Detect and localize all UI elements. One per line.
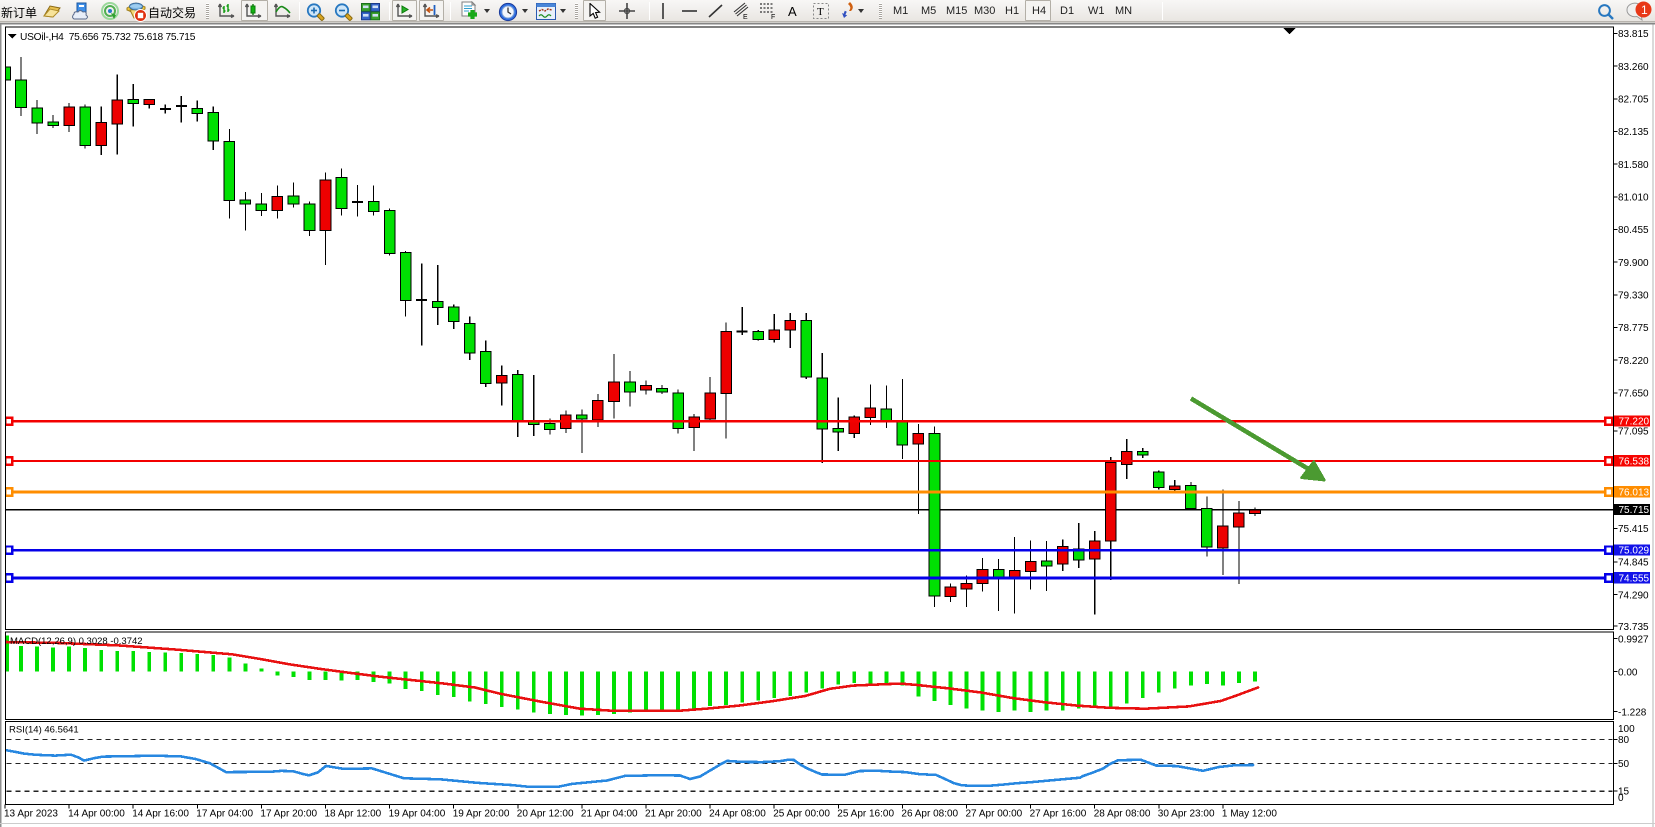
svg-text:77.095: 77.095 <box>1618 427 1649 438</box>
svg-text:24 Apr 08:00: 24 Apr 08:00 <box>709 809 766 820</box>
svg-text:81.010: 81.010 <box>1618 193 1649 204</box>
svg-text:80.455: 80.455 <box>1618 225 1649 236</box>
svg-text:25 Apr 16:00: 25 Apr 16:00 <box>837 809 894 820</box>
svg-text:E: E <box>743 14 748 20</box>
svg-text:26 Apr 08:00: 26 Apr 08:00 <box>901 809 958 820</box>
svg-text:T: T <box>817 6 824 18</box>
svg-text:73.735: 73.735 <box>1618 622 1649 633</box>
svg-text:27 Apr 16:00: 27 Apr 16:00 <box>1030 809 1087 820</box>
svg-text:-1.228: -1.228 <box>1618 707 1647 718</box>
svg-text:75.715: 75.715 <box>1619 505 1650 516</box>
svg-text:30 Apr 23:00: 30 Apr 23:00 <box>1158 809 1215 820</box>
svg-text:76.538: 76.538 <box>1619 456 1650 467</box>
svg-text:50: 50 <box>1618 759 1630 770</box>
svg-text:75.415: 75.415 <box>1618 524 1649 535</box>
svg-text:75.029: 75.029 <box>1619 546 1650 557</box>
svg-text:77.650: 77.650 <box>1618 389 1649 400</box>
svg-text:18 Apr 12:00: 18 Apr 12:00 <box>325 809 382 820</box>
svg-text:17 Apr 20:00: 17 Apr 20:00 <box>260 809 317 820</box>
svg-text:81.580: 81.580 <box>1618 160 1649 171</box>
svg-text:25 Apr 00:00: 25 Apr 00:00 <box>773 809 830 820</box>
svg-text:RSI(14) 46.5641: RSI(14) 46.5641 <box>9 725 79 736</box>
svg-text:21 Apr 20:00: 21 Apr 20:00 <box>645 809 702 820</box>
svg-text:83.260: 83.260 <box>1618 62 1649 73</box>
svg-text:19 Apr 20:00: 19 Apr 20:00 <box>453 809 510 820</box>
svg-text:1 May 12:00: 1 May 12:00 <box>1222 809 1277 820</box>
svg-text:USOil-,H4 75.656 75.732 75.61: USOil-,H4 75.656 75.732 75.618 75.715 <box>20 32 196 43</box>
svg-text:82.135: 82.135 <box>1618 127 1649 138</box>
svg-text:78.220: 78.220 <box>1618 356 1649 367</box>
svg-text:F: F <box>771 14 775 20</box>
svg-text:74.290: 74.290 <box>1618 590 1649 601</box>
svg-text:28 Apr 08:00: 28 Apr 08:00 <box>1094 809 1151 820</box>
svg-text:79.900: 79.900 <box>1618 258 1649 269</box>
svg-text:83.815: 83.815 <box>1618 29 1649 40</box>
svg-text:14 Apr 00:00: 14 Apr 00:00 <box>68 809 125 820</box>
svg-text:21 Apr 04:00: 21 Apr 04:00 <box>581 809 638 820</box>
svg-text:82.705: 82.705 <box>1618 95 1649 106</box>
svg-text:77.220: 77.220 <box>1619 417 1650 428</box>
svg-text:27 Apr 00:00: 27 Apr 00:00 <box>966 809 1023 820</box>
svg-text:0.9927: 0.9927 <box>1618 634 1649 645</box>
svg-text:19 Apr 04:00: 19 Apr 04:00 <box>389 809 446 820</box>
svg-text:1: 1 <box>1641 3 1648 17</box>
svg-text:17 Apr 04:00: 17 Apr 04:00 <box>196 809 253 820</box>
svg-text:80: 80 <box>1618 735 1630 746</box>
svg-text:20 Apr 12:00: 20 Apr 12:00 <box>517 809 574 820</box>
svg-text:0.00: 0.00 <box>1618 667 1638 678</box>
svg-text:100: 100 <box>1618 724 1635 735</box>
svg-text:0: 0 <box>1618 793 1624 804</box>
svg-text:74.845: 74.845 <box>1618 558 1649 569</box>
svg-text:76.013: 76.013 <box>1619 487 1650 498</box>
svg-text:79.330: 79.330 <box>1618 291 1649 302</box>
svg-text:13 Apr 2023: 13 Apr 2023 <box>4 809 58 820</box>
svg-text:74.555: 74.555 <box>1619 573 1650 584</box>
svg-text:14 Apr 16:00: 14 Apr 16:00 <box>132 809 189 820</box>
svg-text:78.775: 78.775 <box>1618 323 1649 334</box>
svg-text:MACD(12,26,9) 0.3028 -0.3742: MACD(12,26,9) 0.3028 -0.3742 <box>10 636 143 647</box>
svg-text:15: 15 <box>1618 787 1630 798</box>
